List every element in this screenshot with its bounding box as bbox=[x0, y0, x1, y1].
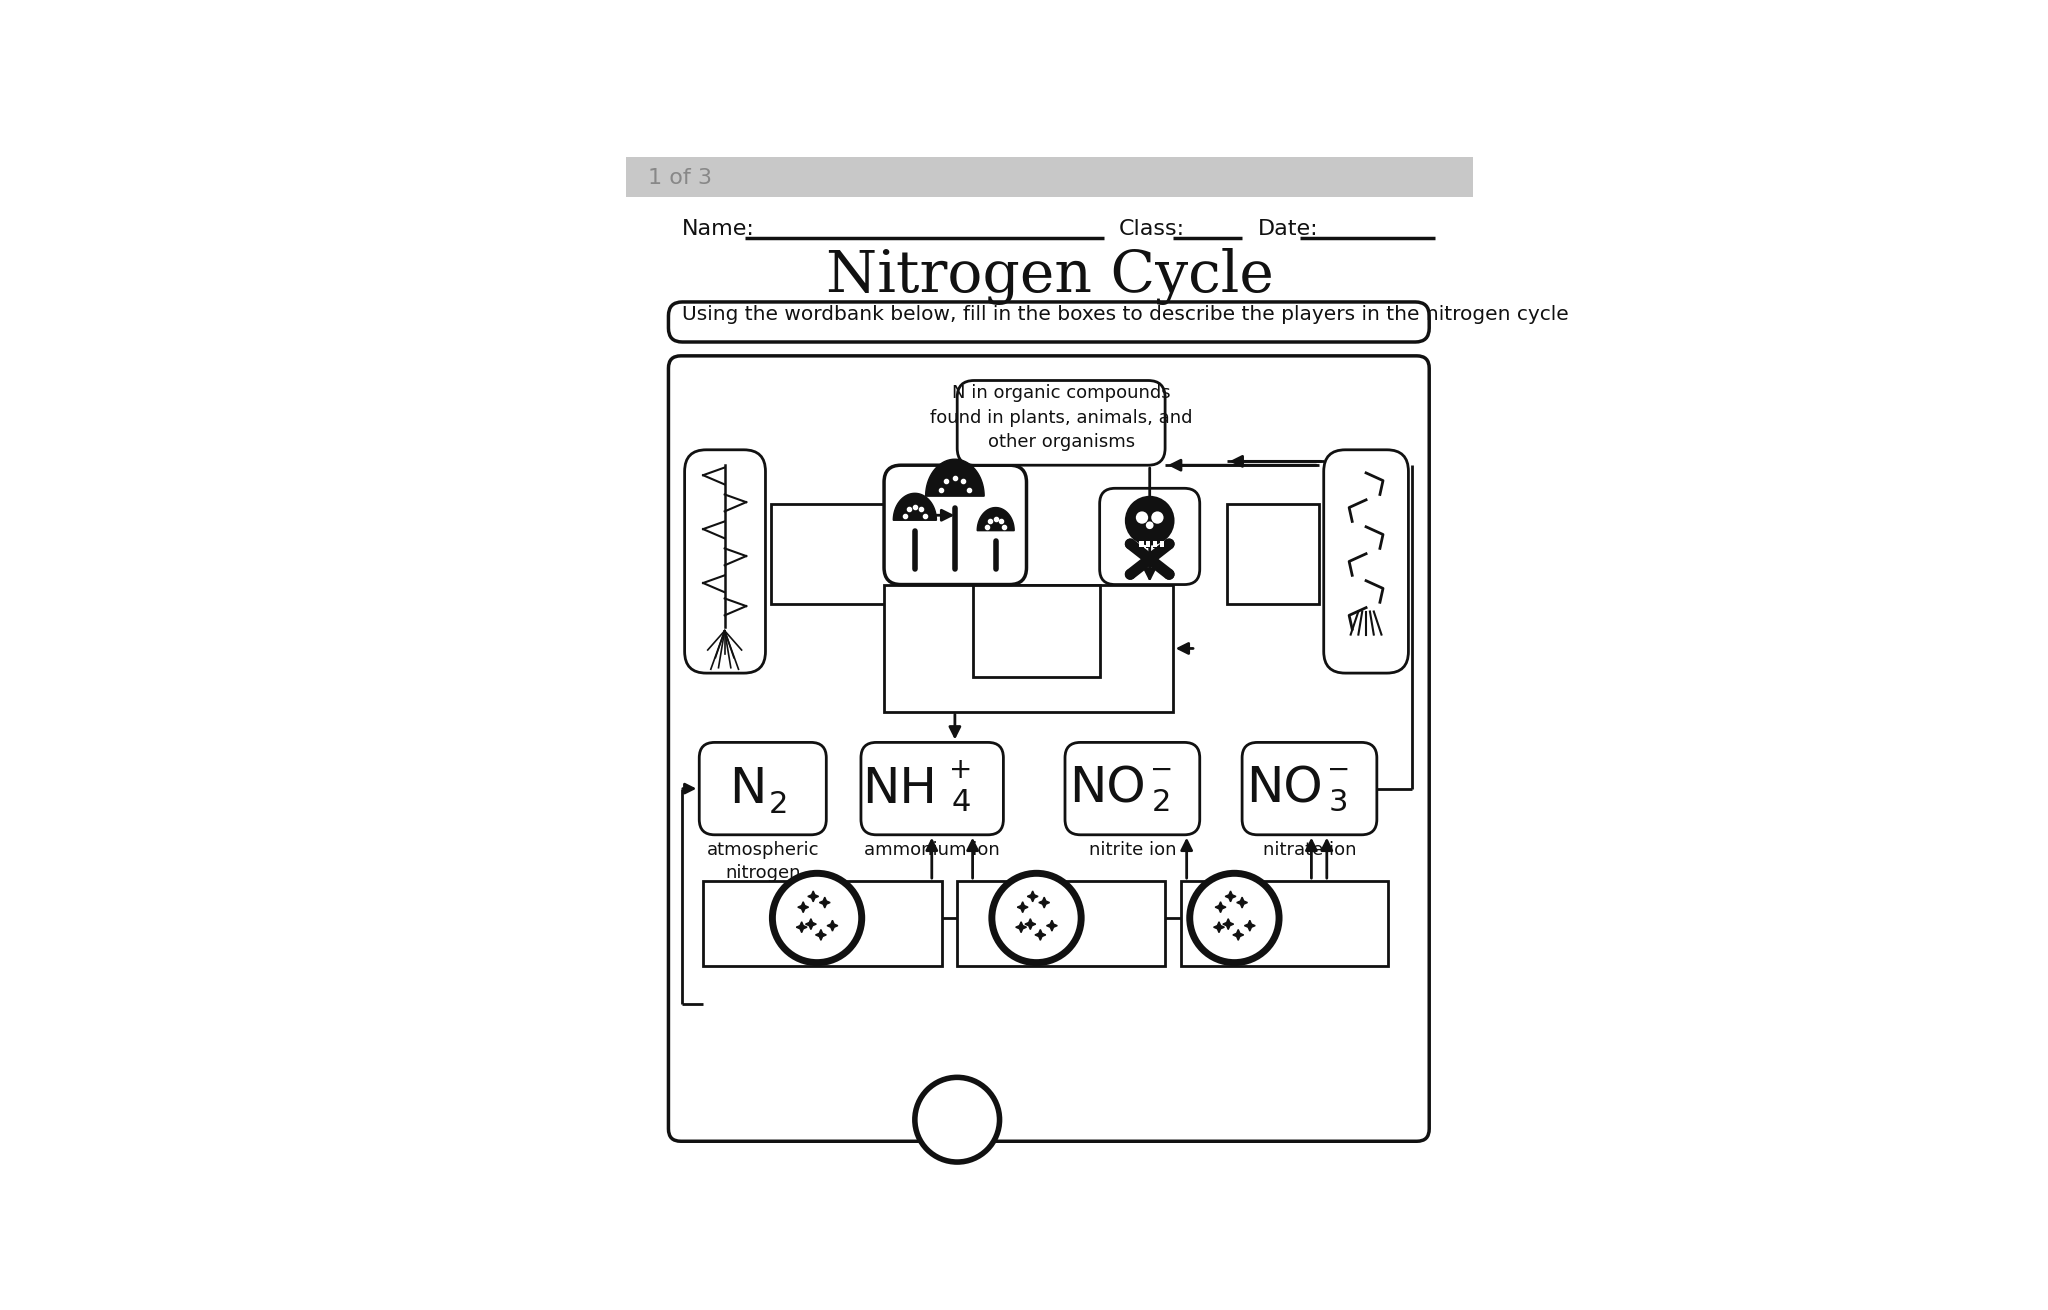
Bar bbox=[1180, 882, 1389, 965]
Circle shape bbox=[1124, 569, 1137, 580]
Polygon shape bbox=[815, 930, 825, 941]
Bar bbox=[1139, 541, 1143, 546]
Polygon shape bbox=[805, 918, 817, 930]
Text: N: N bbox=[729, 765, 766, 812]
Bar bbox=[1145, 537, 1151, 549]
Polygon shape bbox=[1225, 891, 1235, 901]
Text: −: − bbox=[1149, 756, 1174, 785]
Polygon shape bbox=[893, 494, 936, 520]
Polygon shape bbox=[1047, 920, 1057, 931]
Text: 2: 2 bbox=[768, 790, 788, 819]
Text: N in organic compounds
found in plants, animals, and
other organisms: N in organic compounds found in plants, … bbox=[930, 384, 1192, 451]
Text: Nitrogen Cycle: Nitrogen Cycle bbox=[825, 248, 1274, 305]
Circle shape bbox=[1145, 521, 1153, 529]
Circle shape bbox=[1163, 569, 1174, 580]
Text: −: − bbox=[1327, 756, 1350, 785]
Text: NO: NO bbox=[1245, 765, 1323, 812]
Circle shape bbox=[1126, 498, 1174, 544]
Text: 4: 4 bbox=[952, 787, 971, 817]
Text: NH: NH bbox=[862, 765, 936, 812]
Bar bbox=[770, 504, 905, 604]
Circle shape bbox=[1163, 538, 1174, 549]
Circle shape bbox=[1151, 511, 1163, 524]
FancyBboxPatch shape bbox=[668, 303, 1430, 342]
Polygon shape bbox=[1016, 922, 1026, 933]
Text: atmospheric
nitrogen: atmospheric nitrogen bbox=[707, 841, 819, 882]
Polygon shape bbox=[1245, 920, 1255, 931]
Polygon shape bbox=[1214, 922, 1225, 933]
FancyBboxPatch shape bbox=[860, 743, 1004, 834]
Text: Name:: Name: bbox=[682, 219, 754, 238]
Polygon shape bbox=[1024, 918, 1036, 930]
Bar bbox=[1145, 541, 1151, 546]
FancyBboxPatch shape bbox=[1100, 489, 1200, 584]
Circle shape bbox=[991, 874, 1081, 963]
Polygon shape bbox=[1018, 901, 1028, 913]
Text: 1 of 3: 1 of 3 bbox=[647, 168, 711, 187]
Polygon shape bbox=[1233, 930, 1243, 941]
Text: nitrite ion: nitrite ion bbox=[1090, 841, 1176, 859]
Text: nitrate ion: nitrate ion bbox=[1264, 841, 1356, 859]
Text: ammonium ion: ammonium ion bbox=[864, 841, 999, 859]
FancyBboxPatch shape bbox=[684, 449, 766, 673]
Polygon shape bbox=[1038, 897, 1049, 908]
Polygon shape bbox=[1214, 901, 1227, 913]
Polygon shape bbox=[1028, 891, 1038, 901]
Text: Date:: Date: bbox=[1257, 219, 1319, 238]
Polygon shape bbox=[1223, 918, 1233, 930]
FancyBboxPatch shape bbox=[698, 743, 825, 834]
Circle shape bbox=[772, 874, 862, 963]
Text: 3: 3 bbox=[1329, 787, 1348, 817]
Polygon shape bbox=[807, 891, 819, 901]
Polygon shape bbox=[827, 920, 838, 931]
Bar bbox=[973, 584, 1100, 677]
Bar bbox=[627, 157, 1473, 198]
Polygon shape bbox=[797, 922, 807, 933]
Circle shape bbox=[1124, 538, 1137, 549]
FancyBboxPatch shape bbox=[956, 380, 1165, 465]
FancyBboxPatch shape bbox=[668, 356, 1430, 1141]
Text: Using the wordbank below, fill in the boxes to describe the players in the nitro: Using the wordbank below, fill in the bo… bbox=[682, 305, 1569, 324]
Polygon shape bbox=[819, 897, 829, 908]
FancyBboxPatch shape bbox=[885, 465, 1026, 584]
Bar bbox=[1153, 537, 1157, 549]
FancyBboxPatch shape bbox=[1065, 743, 1200, 834]
FancyBboxPatch shape bbox=[1323, 449, 1409, 673]
Polygon shape bbox=[1034, 930, 1047, 941]
Polygon shape bbox=[977, 507, 1014, 531]
Circle shape bbox=[915, 1077, 999, 1162]
Circle shape bbox=[1190, 874, 1280, 963]
Bar bbox=[1159, 537, 1165, 549]
Bar bbox=[1153, 541, 1157, 546]
Bar bbox=[1227, 504, 1319, 604]
FancyBboxPatch shape bbox=[1241, 743, 1376, 834]
Bar bbox=[1139, 537, 1143, 549]
Circle shape bbox=[1137, 511, 1149, 524]
Text: +: + bbox=[950, 756, 973, 785]
Text: NO: NO bbox=[1069, 765, 1145, 812]
Polygon shape bbox=[926, 460, 985, 496]
Polygon shape bbox=[1237, 897, 1247, 908]
Polygon shape bbox=[799, 901, 809, 913]
Bar bbox=[702, 882, 942, 965]
Bar bbox=[885, 584, 1174, 711]
Text: 2: 2 bbox=[1151, 787, 1171, 817]
Text: Class:: Class: bbox=[1118, 219, 1186, 238]
Bar bbox=[956, 882, 1165, 965]
Bar bbox=[1159, 541, 1165, 546]
